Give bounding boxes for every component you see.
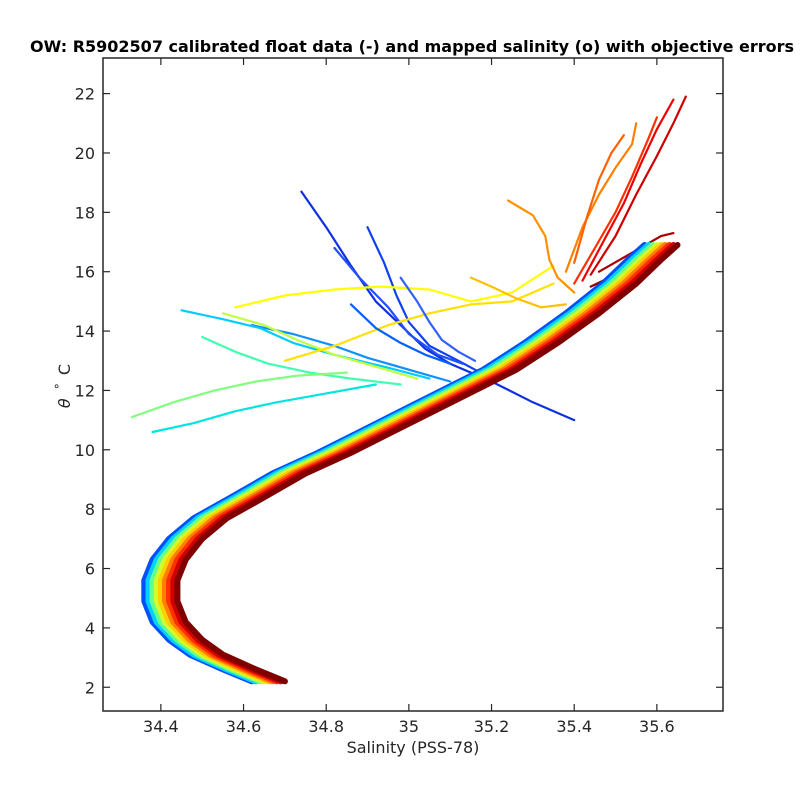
profile-line-20	[399, 276, 477, 362]
profile-line-5	[151, 383, 377, 434]
profile-line-15	[573, 116, 658, 285]
profile-line-6	[201, 335, 402, 386]
profile-line-14	[573, 134, 625, 264]
y-axis-label-degree: °	[53, 383, 67, 389]
plot-area-frame	[102, 57, 724, 712]
profile-line-3	[250, 324, 452, 383]
y-tick-label: 6	[85, 560, 95, 579]
y-tick-label: 18	[75, 203, 95, 222]
x-tick-label: 35.4	[556, 717, 592, 736]
y-tick-label: 2	[85, 678, 95, 697]
profile-line-16	[581, 98, 675, 282]
main-band-line-8	[174, 242, 681, 685]
series-layer	[130, 95, 687, 685]
x-tick-label: 35	[399, 717, 419, 736]
y-axis: 2 4 6 8 10 12 14 16 18 20 22	[75, 85, 723, 697]
y-tick-label: 16	[75, 263, 95, 282]
profile-line-11	[469, 276, 567, 309]
profile-line-7	[130, 371, 348, 419]
profile-line-21	[349, 303, 452, 365]
chart-title: OW: R5902507 calibrated float data (-) a…	[30, 37, 794, 56]
y-tick-label: 20	[75, 144, 95, 163]
profile-line-0	[300, 190, 576, 422]
svg-text:θ ° C: θ ° C	[49, 364, 74, 408]
y-axis-label-symbol: θ	[55, 398, 74, 408]
y-axis-label-unit: C	[55, 364, 74, 375]
y-tick-label: 8	[85, 500, 95, 519]
x-tick-label: 34.8	[308, 717, 344, 736]
x-axis: 34.4 34.6 34.8 35 35.2 35.4 35.6	[143, 58, 675, 736]
profile-line-2	[333, 246, 464, 365]
y-tick-label: 10	[75, 441, 95, 460]
profile-line-1	[366, 226, 493, 380]
profile-line-12	[507, 199, 576, 294]
y-tick-label: 4	[85, 619, 95, 638]
x-tick-label: 34.6	[226, 717, 262, 736]
profile-line-10	[283, 282, 555, 362]
profile-line-13	[564, 122, 638, 273]
x-axis-label: Salinity (PSS-78)	[347, 738, 480, 757]
y-tick-label: 22	[75, 85, 95, 104]
y-tick-label: 12	[75, 381, 95, 400]
x-tick-label: 35.2	[474, 717, 510, 736]
y-axis-label: θ ° C	[49, 364, 74, 408]
profile-line-8	[221, 312, 419, 380]
x-tick-label: 35.6	[639, 717, 675, 736]
x-tick-label: 34.4	[143, 717, 179, 736]
y-tick-label: 14	[75, 322, 95, 341]
profile-line-17	[589, 95, 687, 276]
profile-line-4	[180, 309, 431, 380]
